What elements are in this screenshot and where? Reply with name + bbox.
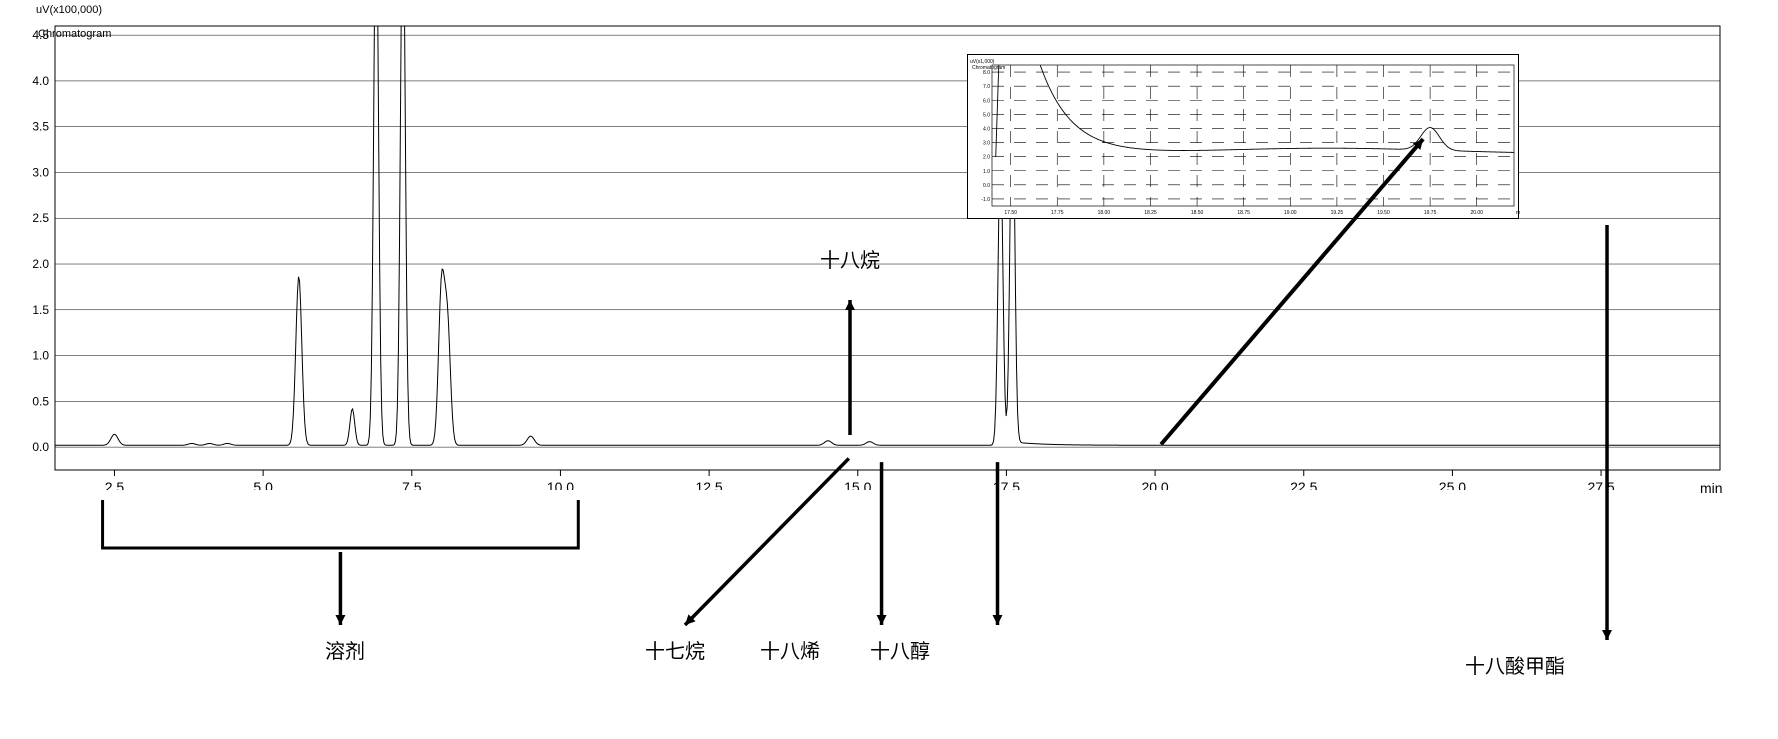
svg-text:18.75: 18.75 [1237,210,1250,216]
svg-text:27.5: 27.5 [1587,479,1614,490]
svg-text:7.5: 7.5 [402,479,422,490]
svg-text:6.0: 6.0 [983,98,990,104]
svg-text:4.0: 4.0 [32,74,49,88]
svg-text:0.0: 0.0 [983,183,990,189]
svg-text:0.5: 0.5 [32,394,49,408]
svg-text:19.75: 19.75 [1424,210,1437,216]
svg-text:17.5: 17.5 [993,479,1020,490]
svg-text:5.0: 5.0 [983,112,990,118]
svg-text:12.5: 12.5 [695,479,722,490]
svg-text:17.75: 17.75 [1051,210,1064,216]
svg-text:2.0: 2.0 [983,155,990,161]
svg-text:2.5: 2.5 [105,479,125,490]
svg-text:min: min [1516,210,1520,216]
svg-text:1.5: 1.5 [32,303,49,317]
svg-text:4.0: 4.0 [983,126,990,132]
svg-text:18.25: 18.25 [1144,210,1157,216]
svg-text:1.0: 1.0 [983,169,990,175]
svg-text:-1.0: -1.0 [981,197,990,203]
svg-text:20.0: 20.0 [1141,479,1168,490]
svg-text:25.0: 25.0 [1439,479,1466,490]
svg-text:18.50: 18.50 [1191,210,1204,216]
svg-text:19.25: 19.25 [1331,210,1344,216]
svg-text:7.0: 7.0 [983,84,990,90]
svg-text:19.00: 19.00 [1284,210,1297,216]
svg-text:18.00: 18.00 [1098,210,1111,216]
svg-text:0.0: 0.0 [32,440,49,454]
svg-text:19.50: 19.50 [1377,210,1390,216]
label-octadecanol: 十八醇 [870,635,930,664]
svg-text:5.0: 5.0 [253,479,273,490]
svg-text:2.0: 2.0 [32,257,49,271]
label-solvent: 溶剂 [325,635,365,664]
label-heptadecane: 十七烷 [645,635,705,664]
y-axis-label: uV(x100,000) [36,4,102,16]
svg-text:1.0: 1.0 [32,349,49,363]
svg-text:2.5: 2.5 [32,211,49,225]
svg-text:3.5: 3.5 [32,120,49,134]
x-axis-label: min [1700,480,1723,496]
svg-text:3.0: 3.0 [983,141,990,147]
svg-text:20.00: 20.00 [1470,210,1483,216]
svg-text:15.0: 15.0 [844,479,871,490]
svg-text:10.0: 10.0 [547,479,574,490]
svg-text:22.5: 22.5 [1290,479,1317,490]
label-methyl-stearate: 十八酸甲酯 [1465,650,1565,679]
svg-text:8.0: 8.0 [983,70,990,76]
label-octadecene: 十八烯 [760,635,820,664]
svg-text:3.0: 3.0 [32,165,49,179]
inset-chart-svg: uV(x1,000)Chromatogram-1.00.01.02.03.04.… [968,55,1520,220]
inset-chromatogram: uV(x1,000)Chromatogram-1.00.01.02.03.04.… [967,54,1519,219]
svg-text:17.50: 17.50 [1004,210,1017,216]
chart-subtitle: Chromatogram [38,28,111,40]
label-octadecane: 十八烷 [820,244,880,273]
